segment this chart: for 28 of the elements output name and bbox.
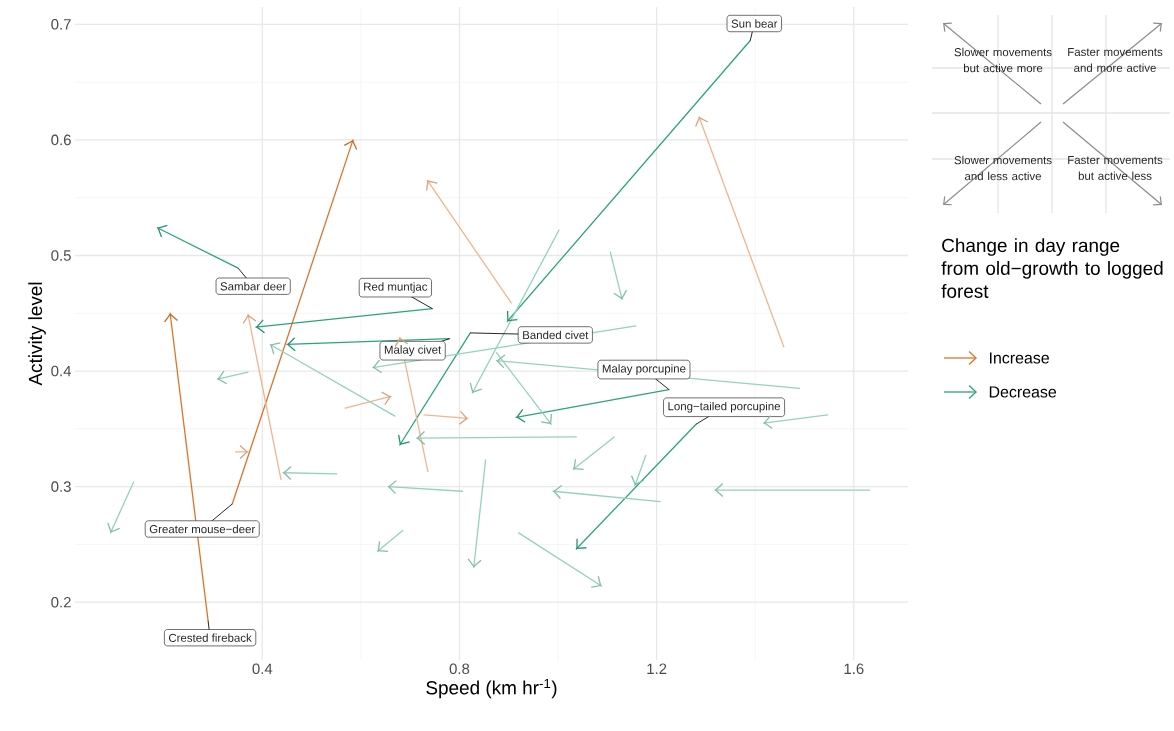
y-tick-label: 0.7: [51, 19, 71, 30]
text: Slower movements but active more: [954, 47, 1052, 73]
x-axis-title: Speed (km hr$^{-1}$): [426, 678, 557, 699]
text: Faster movements but active less: [1068, 156, 1163, 180]
x-tick-label: 1.2: [647, 663, 667, 674]
y-tick-label: 0.4: [51, 365, 72, 377]
x-tick-label: 0.4: [252, 663, 273, 675]
annotation: Banded civet: [523, 330, 589, 340]
text: Faster movements and more active: [1068, 48, 1163, 72]
annotation: Crested fireback: [168, 633, 252, 642]
legend-label: Increase: [990, 352, 1049, 364]
y-tick-label: 0.5: [51, 250, 71, 261]
y-tick-label: 0.2: [51, 596, 71, 608]
annotation: Long−tailed porcupine: [668, 401, 781, 413]
annotation: Sun bear: [731, 19, 778, 28]
y-tick-label: 0.6: [51, 134, 71, 146]
x-tick-label: 1.6: [844, 663, 864, 675]
legend-title: Change in day range from old−growth to logged forest: [941, 238, 1163, 298]
annotation: Malay porcupine: [602, 364, 686, 375]
annotation: Greater mouse−deer: [149, 524, 256, 534]
y-tick-label: 0.3: [51, 481, 71, 492]
text: Slower movements and less active: [954, 155, 1052, 181]
x-tick-label: 0.8: [449, 663, 470, 675]
annotation: Red muntjac: [364, 282, 428, 293]
y-axis-title: Activity level: [28, 282, 46, 386]
annotation: Sambar deer: [220, 281, 287, 291]
legend-label: Decrease: [989, 386, 1057, 398]
annotation: Malay civet: [384, 345, 442, 357]
